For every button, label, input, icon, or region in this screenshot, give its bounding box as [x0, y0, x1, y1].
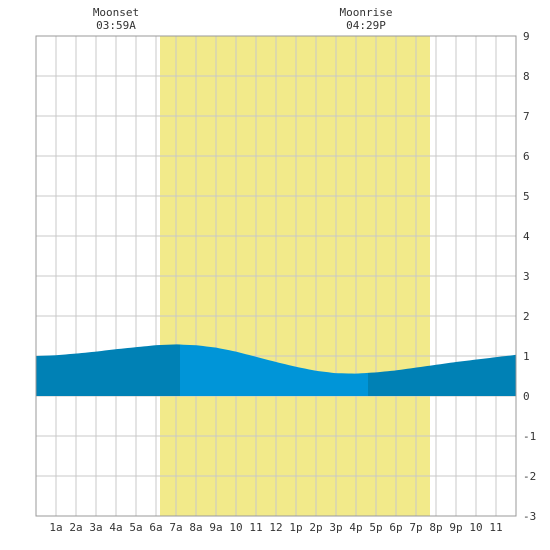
x-tick-label: 9p: [449, 521, 462, 534]
y-tick-label: -3: [523, 510, 536, 523]
x-tick-label: 9a: [209, 521, 222, 534]
moon-event-time: 04:29P: [346, 19, 386, 32]
y-tick-label: 1: [523, 350, 530, 363]
x-tick-label: 4p: [349, 521, 362, 534]
x-tick-label: 3a: [89, 521, 102, 534]
x-tick-label: 1a: [49, 521, 62, 534]
plot-border: [35, 35, 517, 517]
x-tick-label: 10: [469, 521, 482, 534]
grid: [36, 36, 516, 516]
x-tick-label: 5a: [129, 521, 142, 534]
x-tick-label: 10: [229, 521, 242, 534]
x-axis: 1a 2a 3a 4a 5a 6a 7a 8a 9a 10 11 12 1p 2p 3p 4p 5p 6p 7p 8p…: [49, 521, 502, 534]
y-tick-label: 8: [523, 70, 530, 83]
x-tick-label: 4a: [109, 521, 122, 534]
x-tick-label: 2p: [309, 521, 322, 534]
x-tick-label: 5p: [369, 521, 382, 534]
moon-event-time: 03:59A: [96, 19, 136, 32]
x-tick-label: 12: [269, 521, 282, 534]
y-tick-label: -1: [523, 430, 536, 443]
moon-event-label: Moonrise: [340, 6, 393, 19]
tide-area: [36, 344, 516, 396]
tide-area-midday: [180, 344, 368, 396]
y-axis: 9 8 7 6 5 4 3 2 1 0 -1 -2 -3: [523, 30, 536, 523]
x-tick-label: 3p: [329, 521, 342, 534]
tide-area-early: [36, 344, 180, 396]
y-tick-label: 3: [523, 270, 530, 283]
tide-area-late: [368, 354, 516, 396]
moon-event-label: Moonset: [93, 6, 139, 19]
y-tick-label: 5: [523, 190, 530, 203]
x-tick-label: 2a: [69, 521, 82, 534]
x-tick-label: 7p: [409, 521, 422, 534]
x-tick-label: 7a: [169, 521, 182, 534]
y-tick-label: 0: [523, 390, 530, 403]
y-tick-label: 4: [523, 230, 530, 243]
x-tick-label: 6a: [149, 521, 162, 534]
y-tick-label: 2: [523, 310, 530, 323]
x-tick-label: 8a: [189, 521, 202, 534]
x-tick-label: 11: [489, 521, 502, 534]
y-tick-label: 7: [523, 110, 530, 123]
y-tick-label: 9: [523, 30, 530, 43]
y-tick-label: -2: [523, 470, 536, 483]
x-tick-label: 8p: [429, 521, 442, 534]
x-tick-label: 1p: [289, 521, 302, 534]
x-tick-label: 6p: [389, 521, 402, 534]
x-tick-label: 11: [249, 521, 262, 534]
y-tick-label: 6: [523, 150, 530, 163]
